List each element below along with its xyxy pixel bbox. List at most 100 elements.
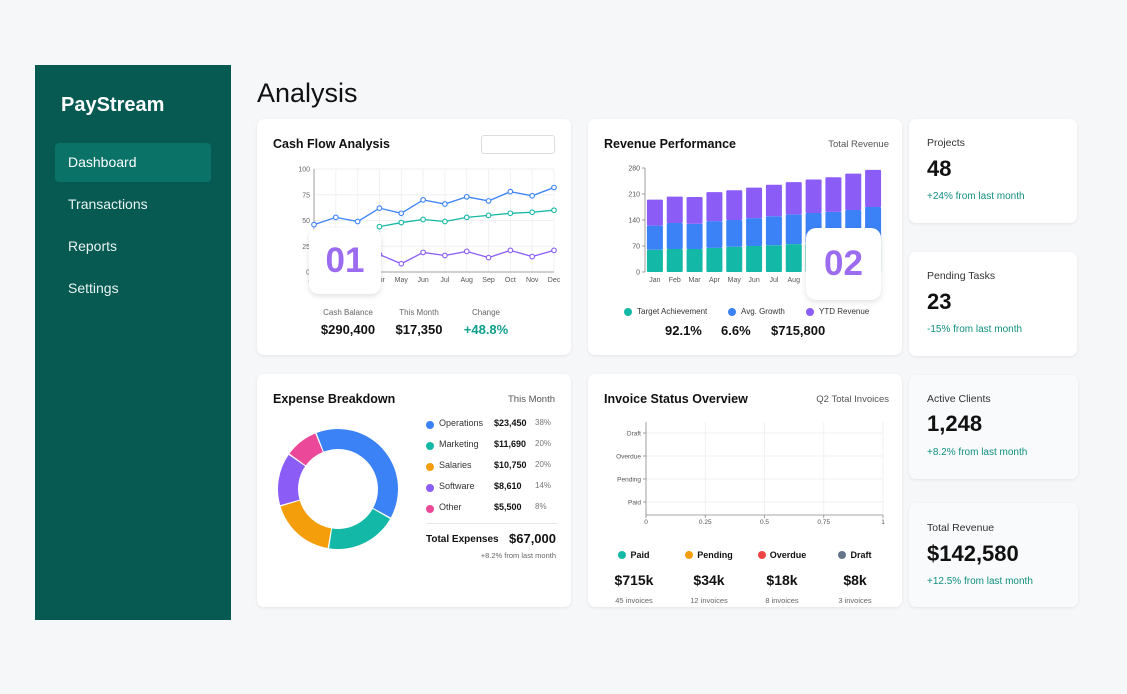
legend-item-software: Software $8,610 14% xyxy=(426,481,556,495)
legend-percent: 20% xyxy=(535,460,552,469)
status-value: $715k xyxy=(614,572,654,588)
bar-segment xyxy=(726,246,743,272)
status-count: 12 invoices xyxy=(690,596,728,605)
data-point xyxy=(398,260,405,267)
donut-slice xyxy=(278,454,306,506)
y-tick-label: 70 xyxy=(632,244,640,251)
x-tick-label: 0.5 xyxy=(760,519,769,526)
y-tick-label: 0 xyxy=(636,270,640,277)
data-point xyxy=(376,205,383,211)
kpi-change: +24% from last month xyxy=(927,191,1025,202)
bar-segment xyxy=(726,220,743,247)
x-tick-label: 1 xyxy=(881,519,885,526)
status-count: 8 invoices xyxy=(765,596,799,605)
total-expenses-value: $67,000 xyxy=(509,531,556,546)
legend-item-marketing: Marketing $11,690 20% xyxy=(426,439,556,453)
kpi-change: -15% from last month xyxy=(927,324,1023,335)
x-tick-label: Oct xyxy=(505,277,516,284)
data-point xyxy=(354,218,361,225)
cash-flow-title: Cash Flow Analysis xyxy=(273,137,390,151)
data-point xyxy=(442,252,448,259)
revenue-subtitle: Total Revenue xyxy=(828,139,889,150)
kpi-value: 1,248 xyxy=(927,411,983,436)
data-point xyxy=(463,214,470,221)
data-point xyxy=(332,214,339,221)
bar-segment xyxy=(666,196,683,223)
legend-label: Avg. Growth xyxy=(741,307,785,316)
legend-dot xyxy=(426,484,434,492)
data-point xyxy=(529,192,536,199)
kpi-card-active-clients: Active Clients 1,248 +8.2% from last mon… xyxy=(909,375,1078,479)
legend-item-salaries: Salaries $10,750 20% xyxy=(426,460,556,474)
sidebar-item-dashboard[interactable]: Dashboard xyxy=(55,143,211,182)
bar-segment xyxy=(646,225,663,250)
y-tick-label: 210 xyxy=(628,192,640,199)
kpi-change: +12.5% from last month xyxy=(927,576,1033,587)
sidebar-item-reports[interactable]: Reports xyxy=(68,238,118,254)
donut-slice xyxy=(316,429,398,518)
bar-segment xyxy=(746,218,763,246)
status-dot xyxy=(618,551,627,559)
data-point xyxy=(442,201,448,207)
legend-value: $5,500 xyxy=(494,502,522,512)
donut-slice xyxy=(289,433,323,466)
data-point xyxy=(463,193,470,200)
bar-segment xyxy=(686,196,703,224)
legend-value: $11,690 xyxy=(494,439,527,449)
ytd-revenue-value: $715,800 xyxy=(771,323,826,338)
legend-label: Marketing xyxy=(439,439,479,449)
y-tick-label: Overdue xyxy=(616,454,641,461)
target-achievement-value: 92.1% xyxy=(665,323,702,338)
bar-segment xyxy=(765,184,782,217)
bar-segment xyxy=(785,182,802,215)
sidebar-item-transactions[interactable]: Transactions xyxy=(68,196,148,212)
divider xyxy=(426,523,557,524)
sidebar-item-settings[interactable]: Settings xyxy=(68,280,119,296)
data-point xyxy=(420,216,426,223)
bar-segment xyxy=(805,179,822,213)
x-tick-label: Jun xyxy=(748,277,759,284)
section-number-badge: 02 xyxy=(806,228,881,300)
invoice-subtitle: Q2 Total Invoices xyxy=(816,394,889,405)
data-point xyxy=(551,247,557,254)
invoice-status-paid: Paid $715k 45 invoices xyxy=(604,546,664,605)
legend-dot xyxy=(624,307,632,316)
legend-dot xyxy=(426,505,434,513)
x-tick-label: Jun xyxy=(417,277,428,284)
legend-value: $23,450 xyxy=(494,418,527,428)
period-select[interactable] xyxy=(481,135,555,154)
cash-balance-label: Cash Balance xyxy=(323,308,373,317)
data-point xyxy=(485,254,492,261)
data-point xyxy=(376,223,383,230)
kpi-value: 48 xyxy=(927,156,952,181)
bar-segment xyxy=(785,214,802,245)
x-tick-label: Aug xyxy=(788,277,801,284)
kpi-title: Active Clients xyxy=(927,393,991,405)
status-dot xyxy=(838,551,847,559)
bar-segment xyxy=(746,187,763,219)
revenue-card: Revenue Performance Total Revenue 0 70 140… xyxy=(588,119,902,355)
status-dot xyxy=(757,551,766,559)
x-tick-label: 0 xyxy=(644,519,648,526)
legend-dot xyxy=(426,421,434,429)
bar-segment xyxy=(845,173,862,210)
avg-growth-value: 6.6% xyxy=(721,323,751,338)
kpi-card-projects: Projects 48 +24% from last month xyxy=(909,119,1077,223)
legend-label: Operations xyxy=(439,418,484,428)
status-label: Draft xyxy=(850,550,872,560)
kpi-card-pending-tasks: Pending Tasks 23 -15% from last month xyxy=(909,252,1077,356)
legend-label: YTD Revenue xyxy=(819,307,870,316)
data-point xyxy=(398,210,405,217)
y-tick-label: 75 xyxy=(302,192,310,199)
cash-flow-card: Cash Flow Analysis 0255075100JanFebMarAp… xyxy=(257,119,571,355)
invoice-status-overdue: Overdue $18k 8 invoices xyxy=(752,546,812,605)
bar-segment xyxy=(666,248,683,272)
legend-percent: 14% xyxy=(535,481,552,490)
bar-segment xyxy=(726,190,743,220)
kpi-value: 23 xyxy=(927,289,952,314)
kpi-title: Projects xyxy=(927,137,965,149)
data-point xyxy=(463,248,470,255)
invoice-card: Invoice Status Overview Q2 Total Invoice… xyxy=(588,374,902,607)
data-point xyxy=(420,197,426,203)
bar-segment xyxy=(765,245,782,272)
